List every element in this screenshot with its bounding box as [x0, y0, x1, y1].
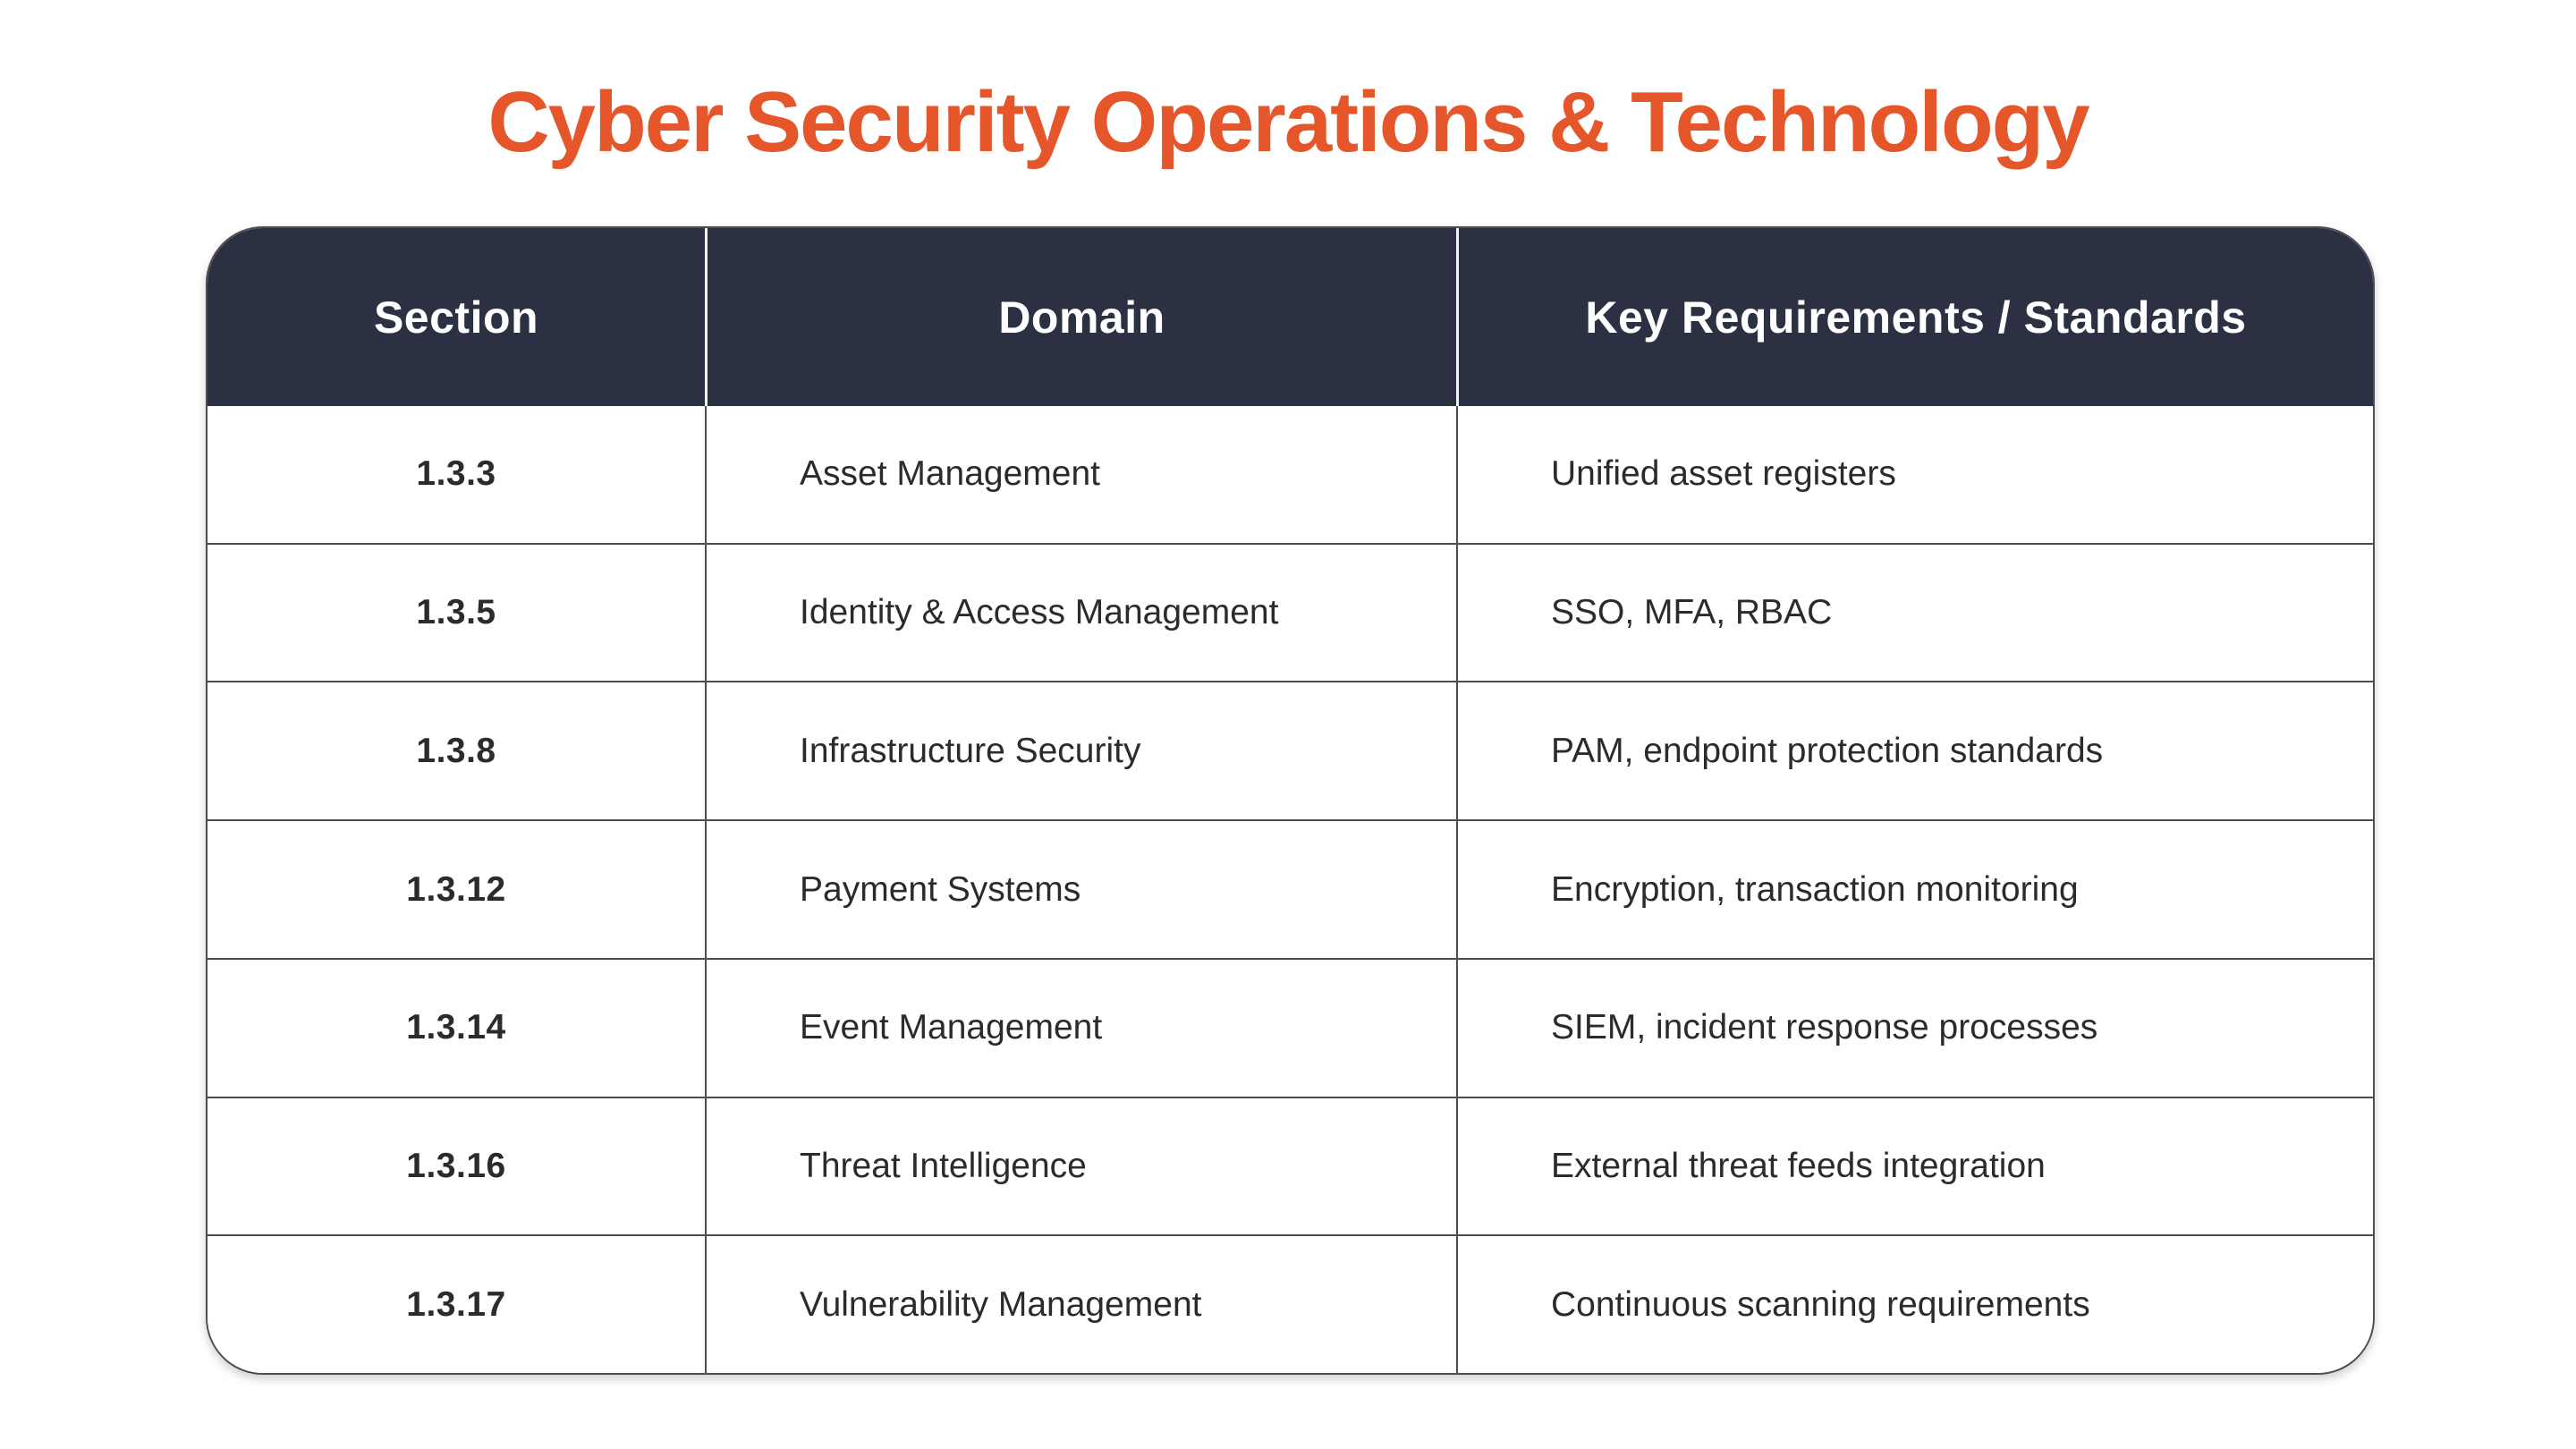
- cell-domain: Identity & Access Management: [705, 544, 1456, 682]
- cell-requirements: Encryption, transaction monitoring: [1456, 821, 2373, 958]
- table-row: 1.3.8 Infrastructure Security PAM, endpo…: [208, 681, 2373, 820]
- cell-domain: Event Management: [705, 959, 1456, 1097]
- cell-section: 1.3.16: [406, 1146, 506, 1185]
- requirements-table: Section Domain Key Requirements / Standa…: [206, 226, 2375, 1375]
- cell-section: 1.3.17: [406, 1284, 506, 1324]
- table-row: 1.3.5 Identity & Access Management SSO, …: [208, 542, 2373, 682]
- column-header-section: Section: [373, 292, 539, 343]
- cell-requirements: PAM, endpoint protection standards: [1456, 682, 2373, 820]
- cell-domain: Vulnerability Management: [705, 1236, 1456, 1373]
- cell-section: 1.3.5: [416, 593, 496, 632]
- table-row: 1.3.16 Threat Intelligence External thre…: [208, 1096, 2373, 1235]
- cell-domain: Asset Management: [705, 406, 1456, 543]
- cell-requirements: Unified asset registers: [1456, 406, 2373, 543]
- cell-section: 1.3.12: [406, 869, 506, 909]
- cell-domain: Infrastructure Security: [705, 682, 1456, 820]
- cell-requirements: SSO, MFA, RBAC: [1456, 544, 2373, 682]
- page-title: Cyber Security Operations & Technology: [487, 74, 2089, 170]
- table-row: 1.3.14 Event Management SIEM, incident r…: [208, 957, 2373, 1097]
- table-row: 1.3.12 Payment Systems Encryption, trans…: [208, 819, 2373, 958]
- cell-requirements: SIEM, incident response processes: [1456, 959, 2373, 1097]
- cell-requirements: External threat feeds integration: [1456, 1097, 2373, 1235]
- cell-domain: Threat Intelligence: [705, 1097, 1456, 1235]
- table-row: 1.3.3 Asset Management Unified asset reg…: [208, 406, 2373, 543]
- cell-requirements: Continuous scanning requirements: [1456, 1236, 2373, 1373]
- cell-section: 1.3.14: [406, 1008, 506, 1047]
- column-header-domain: Domain: [705, 228, 1456, 406]
- table-header-row: Section Domain Key Requirements / Standa…: [208, 228, 2373, 406]
- column-header-requirements: Key Requirements / Standards: [1456, 228, 2373, 406]
- cell-section: 1.3.8: [416, 731, 496, 770]
- cell-section: 1.3.3: [416, 454, 496, 494]
- table-row: 1.3.17 Vulnerability Management Continuo…: [208, 1234, 2373, 1373]
- cell-domain: Payment Systems: [705, 821, 1456, 958]
